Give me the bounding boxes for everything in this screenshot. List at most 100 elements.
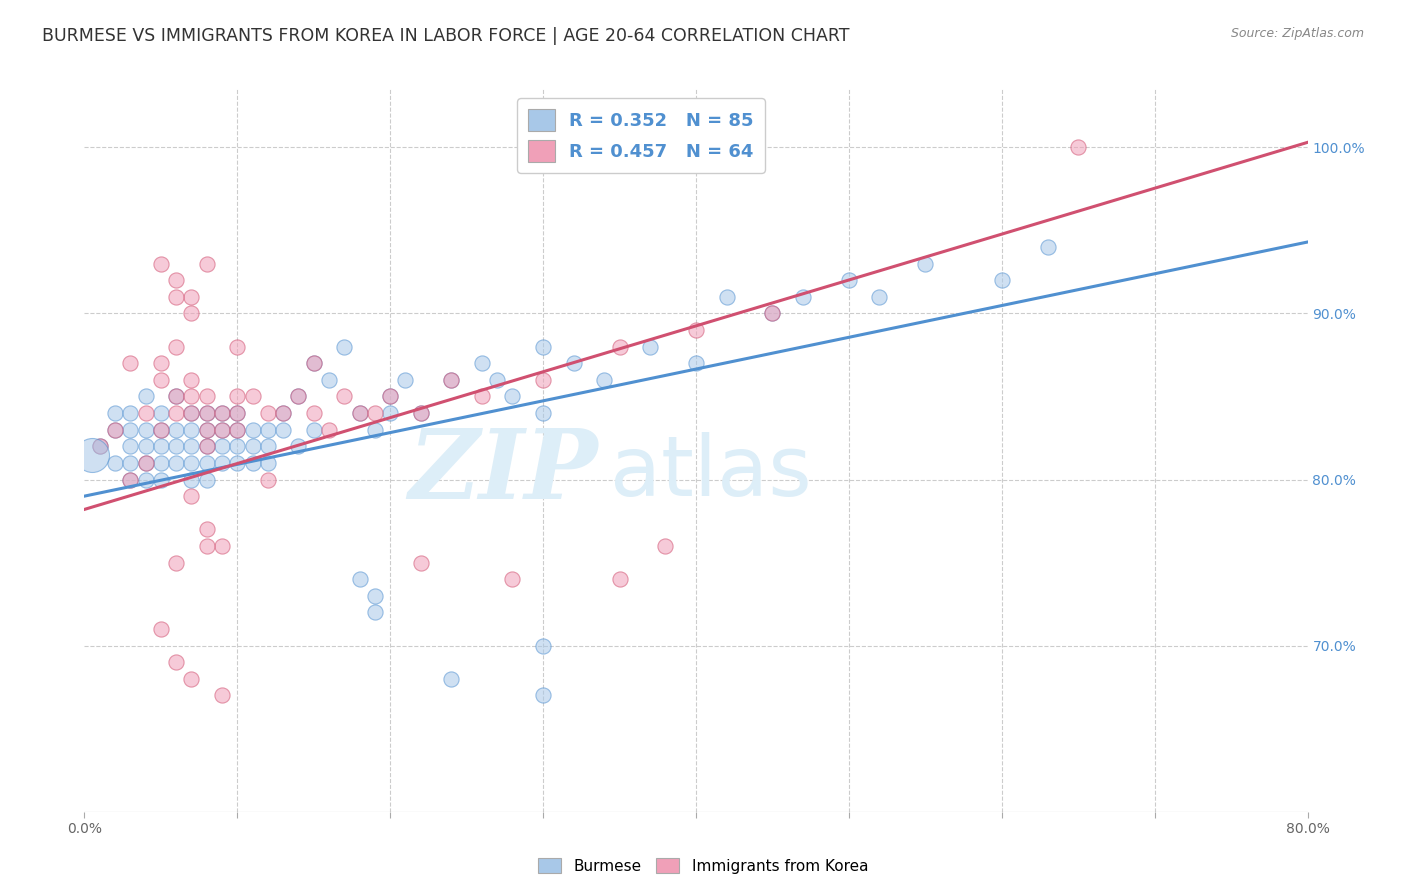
Point xyxy=(165,273,187,287)
Point xyxy=(149,356,172,370)
Point xyxy=(165,290,187,304)
Point xyxy=(333,340,356,354)
Point xyxy=(991,273,1014,287)
Point xyxy=(165,340,187,354)
Point xyxy=(165,389,187,403)
Point xyxy=(135,456,157,470)
Point xyxy=(394,373,416,387)
Point xyxy=(380,389,402,403)
Point xyxy=(180,406,202,420)
Point xyxy=(195,423,218,437)
Point xyxy=(409,556,432,570)
Point xyxy=(761,306,783,320)
Point xyxy=(364,589,387,603)
Point xyxy=(486,373,509,387)
Point xyxy=(180,489,202,503)
Point xyxy=(149,257,172,271)
Point xyxy=(242,389,264,403)
Point xyxy=(211,439,233,453)
Point xyxy=(226,340,249,354)
Point xyxy=(302,423,325,437)
Point xyxy=(135,473,157,487)
Point xyxy=(211,406,233,420)
Point xyxy=(531,689,554,703)
Point xyxy=(120,406,142,420)
Point xyxy=(120,456,142,470)
Point xyxy=(165,439,187,453)
Point xyxy=(609,572,631,586)
Point xyxy=(869,290,891,304)
Point xyxy=(180,456,202,470)
Point xyxy=(211,423,233,437)
Point xyxy=(242,439,264,453)
Point xyxy=(409,406,432,420)
Point xyxy=(211,406,233,420)
Point xyxy=(211,689,233,703)
Point xyxy=(242,423,264,437)
Point xyxy=(195,257,218,271)
Point xyxy=(211,423,233,437)
Point xyxy=(120,423,142,437)
Point xyxy=(195,439,218,453)
Point xyxy=(180,423,202,437)
Point xyxy=(195,389,218,403)
Point xyxy=(104,423,127,437)
Point xyxy=(471,389,494,403)
Point xyxy=(716,290,738,304)
Point xyxy=(89,439,111,453)
Point xyxy=(531,373,554,387)
Point xyxy=(685,323,707,337)
Text: BURMESE VS IMMIGRANTS FROM KOREA IN LABOR FORCE | AGE 20-64 CORRELATION CHART: BURMESE VS IMMIGRANTS FROM KOREA IN LABO… xyxy=(42,27,849,45)
Point xyxy=(302,356,325,370)
Point xyxy=(180,290,202,304)
Point xyxy=(149,423,172,437)
Point xyxy=(287,389,309,403)
Point xyxy=(502,572,524,586)
Legend: Burmese, Immigrants from Korea: Burmese, Immigrants from Korea xyxy=(531,852,875,880)
Point xyxy=(165,655,187,669)
Point xyxy=(302,406,325,420)
Point xyxy=(638,340,661,354)
Point xyxy=(364,423,387,437)
Point xyxy=(195,406,218,420)
Point xyxy=(257,423,280,437)
Point xyxy=(349,406,371,420)
Point xyxy=(149,373,172,387)
Point xyxy=(271,406,294,420)
Point xyxy=(440,672,463,686)
Point xyxy=(180,389,202,403)
Point xyxy=(165,456,187,470)
Point xyxy=(180,473,202,487)
Point xyxy=(333,389,356,403)
Point xyxy=(120,473,142,487)
Point xyxy=(226,389,249,403)
Point xyxy=(135,406,157,420)
Point xyxy=(318,423,340,437)
Point xyxy=(654,539,676,553)
Point xyxy=(531,406,554,420)
Point xyxy=(1067,140,1090,154)
Point xyxy=(257,473,280,487)
Point xyxy=(593,373,616,387)
Point xyxy=(180,672,202,686)
Point xyxy=(440,373,463,387)
Point xyxy=(180,406,202,420)
Point xyxy=(226,423,249,437)
Point xyxy=(271,406,294,420)
Point xyxy=(914,257,936,271)
Point xyxy=(226,406,249,420)
Point xyxy=(104,406,127,420)
Point xyxy=(1036,240,1059,254)
Point xyxy=(165,423,187,437)
Point xyxy=(120,356,142,370)
Point xyxy=(257,456,280,470)
Point xyxy=(380,389,402,403)
Point xyxy=(135,456,157,470)
Point xyxy=(302,356,325,370)
Point xyxy=(380,406,402,420)
Point xyxy=(838,273,860,287)
Point xyxy=(195,456,218,470)
Point xyxy=(120,439,142,453)
Point xyxy=(471,356,494,370)
Point xyxy=(364,406,387,420)
